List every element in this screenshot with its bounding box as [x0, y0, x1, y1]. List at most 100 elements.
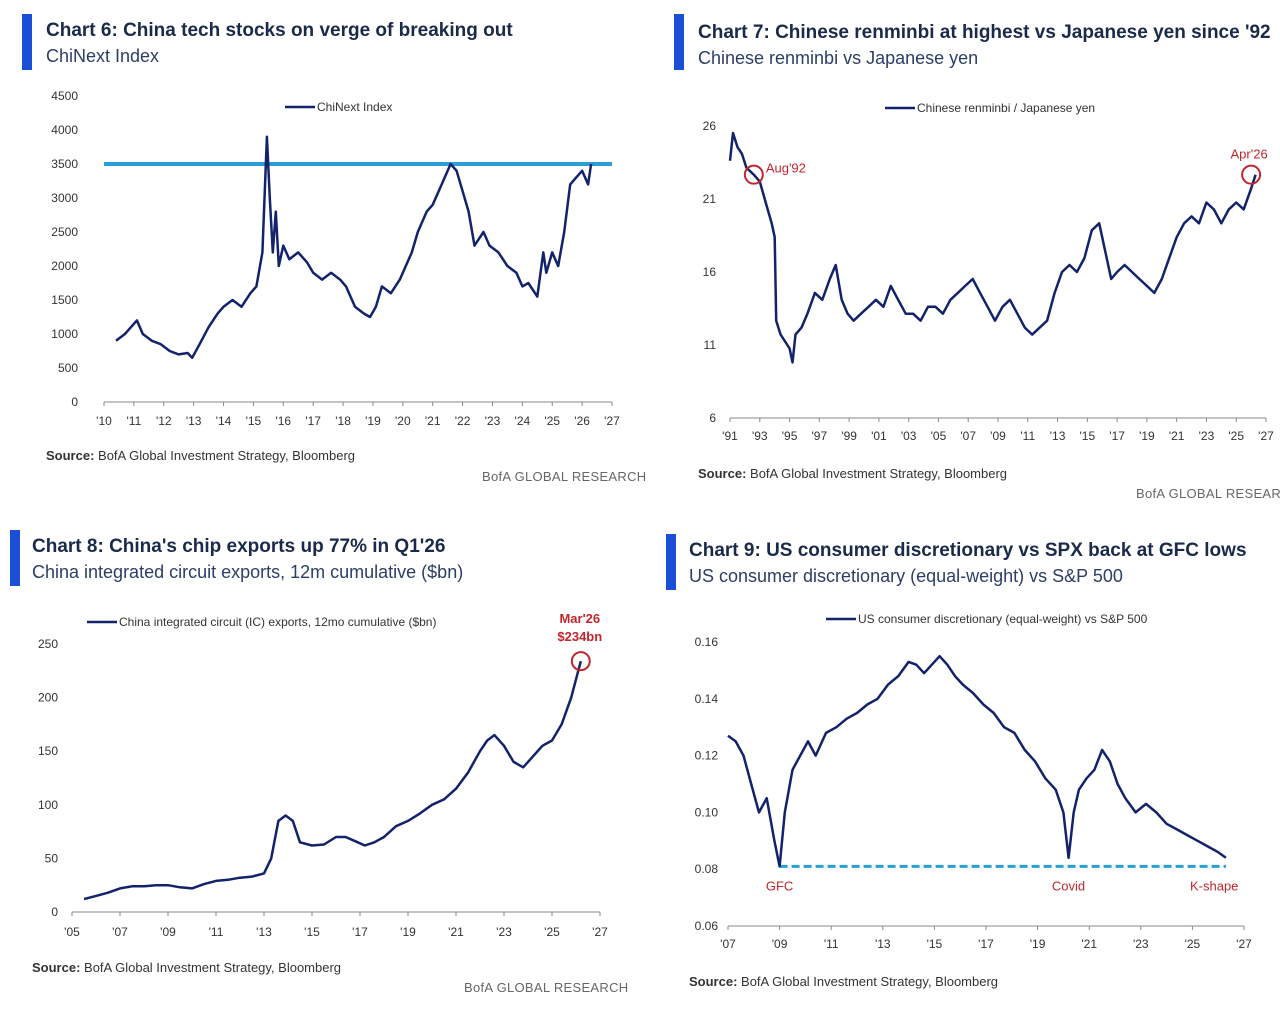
- y-tick-label: 0.08: [695, 862, 719, 876]
- x-tick-label: '23: [485, 414, 501, 428]
- y-tick-label: 50: [45, 851, 59, 865]
- y-tick-label: 0.10: [695, 805, 719, 819]
- x-tick-label: '15: [304, 925, 320, 939]
- title-accent-bar: [22, 14, 32, 70]
- y-tick-label: 100: [38, 798, 58, 812]
- x-tick-label: '17: [1109, 429, 1125, 443]
- annotation-value: $234bn: [557, 629, 602, 644]
- series-line: [727, 654, 1227, 868]
- y-tick-label: 0.14: [695, 692, 719, 706]
- x-tick-label: '19: [365, 414, 381, 428]
- x-tick-label: '18: [335, 414, 351, 428]
- annotation-label: K-shape: [1190, 878, 1238, 893]
- x-tick-label: '26: [574, 414, 590, 428]
- y-tick-label: 16: [703, 265, 717, 279]
- x-tick-label: '14: [216, 414, 232, 428]
- title-accent-bar: [674, 14, 684, 70]
- x-tick-label: '13: [256, 925, 272, 939]
- chart-9-plot: 0.16 0.14 0.12 0.10 0.08 0.06'07 '09 '11 '13 '15 '…: [695, 612, 1253, 951]
- y-tick-label: 2500: [51, 225, 78, 239]
- x-tick-label: '19: [400, 925, 416, 939]
- series-line: [83, 660, 583, 901]
- brand-label: BofA GLOBAL RESEARCH: [1136, 486, 1280, 501]
- y-tick-label: 2000: [51, 259, 78, 273]
- source-label: Source:: [46, 448, 95, 463]
- x-tick-label: '05: [64, 925, 80, 939]
- y-tick-label: 250: [38, 637, 58, 651]
- x-tick-label: '11: [127, 414, 142, 428]
- brand-label: BofA GLOBAL RESEARCH: [482, 469, 647, 484]
- x-tick-label: '27: [1236, 937, 1252, 951]
- x-tick-label: '05: [931, 429, 947, 443]
- source-text: BofA Global Investment Strategy, Bloombe…: [741, 974, 999, 989]
- x-tick-label: '17: [978, 937, 994, 951]
- annotation-circle: [570, 651, 591, 672]
- series-line: [728, 131, 1257, 364]
- x-tick-label: '25: [1228, 429, 1244, 443]
- y-tick-label: 3000: [51, 191, 78, 205]
- x-tick-label: '24: [515, 414, 531, 428]
- x-tick-label: '21: [1081, 937, 1097, 951]
- source-note: Source: BofA Global Investment Strategy,…: [689, 974, 998, 989]
- x-tick-label: '11: [824, 937, 839, 951]
- x-tick-label: '07: [960, 429, 976, 443]
- y-tick-label: 150: [38, 744, 58, 758]
- legend-label: China integrated circuit (IC) exports, 1…: [119, 615, 436, 629]
- y-tick-label: 3500: [51, 157, 78, 171]
- chart-title: Chart 7: Chinese renminbi at highest vs …: [698, 22, 1271, 43]
- y-tick-label: 0: [51, 905, 58, 919]
- source-text: BofA Global Investment Strategy, Bloombe…: [84, 960, 342, 975]
- x-tick-label: '19: [1139, 429, 1155, 443]
- chart-6-plot: 4500 4000 3500 3000 2500 2000 1500 1000 500 0 '10 '…: [51, 89, 620, 428]
- series-line: [115, 135, 593, 360]
- chart-subtitle: US consumer discretionary (equal-weight)…: [689, 566, 1123, 586]
- annotation-circle: [743, 164, 764, 185]
- x-tick-label: '91: [722, 429, 738, 443]
- source-note: Source: BofA Global Investment Strategy,…: [46, 448, 355, 463]
- legend-label: US consumer discretionary (equal-weight)…: [858, 612, 1148, 626]
- x-tick-label: '95: [782, 429, 798, 443]
- x-tick-label: '17: [352, 925, 368, 939]
- chart-subtitle: Chinese renminbi vs Japanese yen: [698, 48, 979, 68]
- x-tick-label: '93: [752, 429, 768, 443]
- x-tick-label: '01: [871, 429, 887, 443]
- source-label: Source:: [32, 960, 81, 975]
- x-tick-label: '09: [990, 429, 1006, 443]
- y-tick-label: 0.12: [695, 749, 719, 763]
- annotation-label: Aug'92: [766, 161, 806, 176]
- y-tick-label: 6: [709, 411, 716, 425]
- y-tick-label: 4500: [51, 89, 78, 103]
- x-tick-label: '13: [875, 937, 891, 951]
- chart-title: Chart 9: US consumer discretionary vs SP…: [689, 540, 1247, 561]
- x-tick-label: '12: [156, 414, 172, 428]
- x-tick-label: '10: [96, 414, 112, 428]
- source-note: Source: BofA Global Investment Strategy,…: [698, 466, 1007, 481]
- x-tick-label: '07: [112, 925, 128, 939]
- x-tick-label: '09: [772, 937, 788, 951]
- source-text: BofA Global Investment Strategy, Bloombe…: [750, 466, 1008, 481]
- x-tick-label: '23: [496, 925, 512, 939]
- y-tick-label: 21: [703, 192, 717, 206]
- x-tick-label: '21: [1169, 429, 1185, 443]
- x-tick-label: '13: [186, 414, 202, 428]
- x-tick-label: '27: [604, 414, 620, 428]
- source-text: BofA Global Investment Strategy, Bloombe…: [98, 448, 356, 463]
- x-tick-label: '25: [544, 925, 560, 939]
- y-tick-label: 500: [58, 361, 78, 375]
- y-tick-label: 11: [704, 338, 717, 352]
- chart-title: Chart 8: China's chip exports up 77% in …: [32, 536, 446, 557]
- x-tick-label: '15: [246, 414, 262, 428]
- x-tick-label: '13: [1050, 429, 1066, 443]
- annotation-label: Covid: [1052, 878, 1085, 893]
- y-tick-label: 0.16: [695, 635, 719, 649]
- x-tick-label: '27: [1258, 429, 1274, 443]
- y-tick-label: 1000: [51, 327, 78, 341]
- x-tick-label: '09: [160, 925, 176, 939]
- y-tick-label: 200: [38, 691, 58, 705]
- brand-label: BofA GLOBAL RESEARCH: [464, 980, 629, 995]
- x-tick-label: '97: [812, 429, 828, 443]
- title-accent-bar: [666, 534, 676, 590]
- x-tick-label: '21: [448, 925, 464, 939]
- chart-title: Chart 6: China tech stocks on verge of b…: [46, 20, 513, 41]
- source-label: Source:: [698, 466, 747, 481]
